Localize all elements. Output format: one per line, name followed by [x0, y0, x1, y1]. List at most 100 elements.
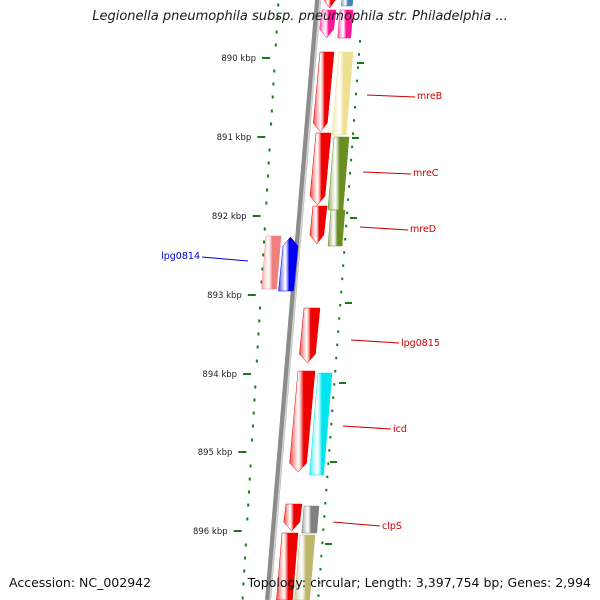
major-tick: [243, 373, 252, 375]
minor-tick: [263, 227, 266, 231]
minor-tick: [328, 449, 331, 452]
minor-tick: [350, 158, 353, 162]
gene-tracks: [261, 0, 354, 600]
gene-leader-line: [342, 425, 392, 430]
gene-block[interactable]: [294, 534, 316, 600]
minor-tick: [317, 594, 320, 597]
minor-tick: [252, 411, 255, 415]
minor-tick: [267, 161, 270, 165]
gene-label-mreb[interactable]: mreB: [417, 91, 442, 102]
minor-tick: [270, 122, 273, 126]
minor-tick: [318, 581, 321, 584]
gene-label-mrec[interactable]: mreC: [413, 168, 439, 179]
gene-block[interactable]: [327, 209, 346, 247]
minor-tick: [346, 211, 349, 215]
major-tick: [257, 136, 266, 138]
minor-tick: [327, 462, 330, 465]
minor-tick: [339, 304, 342, 307]
gene-block-mreD[interactable]: [309, 205, 328, 245]
gene-label-clps[interactable]: clpS: [382, 521, 402, 532]
minor-tick: [337, 330, 340, 333]
minor-tick: [244, 543, 247, 547]
gene-block[interactable]: [341, 0, 354, 7]
gene-block-mreB[interactable]: [313, 51, 335, 133]
gene-block[interactable]: [323, 0, 337, 9]
minor-tick: [333, 383, 336, 386]
minor-tick: [354, 106, 357, 109]
major-tick-label: 894 kbp: [202, 370, 237, 380]
minor-tick: [330, 422, 333, 426]
minor-tick: [335, 356, 338, 360]
minor-tick: [322, 528, 325, 531]
right-tick: [345, 302, 352, 304]
major-tick-label: 893 kbp: [207, 291, 242, 301]
major-tick-label: 896 kbp: [193, 527, 228, 537]
minor-tick: [342, 264, 345, 267]
gene-leader-line: [350, 339, 400, 344]
position-ruler: 890 kbp 891 kbp 892 kbp 893 kbp 894 kbp 895 k…: [193, 3, 364, 600]
minor-tick: [345, 224, 348, 228]
minor-tick: [249, 464, 252, 468]
genome-summary-text: Topology: circular; Length: 3,397,754 bp…: [247, 575, 591, 590]
major-tick-label: 895 kbp: [198, 448, 233, 458]
minor-tick: [323, 515, 326, 518]
minor-tick: [351, 145, 354, 149]
gene-block[interactable]: [276, 532, 299, 600]
minor-tick: [270, 109, 273, 113]
gene-block[interactable]: [309, 372, 333, 476]
minor-tick: [258, 319, 261, 323]
gene-block-lpg0815[interactable]: [299, 307, 321, 364]
gene-block[interactable]: [327, 136, 350, 211]
minor-tick: [324, 502, 327, 505]
minor-tick: [331, 409, 334, 413]
minor-tick: [255, 359, 258, 363]
minor-tick: [332, 396, 335, 399]
gene-label-lpg0814[interactable]: lpg0814: [161, 251, 200, 262]
minor-tick: [320, 554, 323, 558]
minor-tick: [243, 569, 246, 573]
major-tick: [247, 294, 256, 296]
gene-leader-line: [201, 256, 249, 262]
minor-tick: [247, 503, 250, 507]
gene-block[interactable]: [319, 9, 337, 39]
gene-block[interactable]: [337, 9, 354, 39]
minor-tick: [261, 267, 264, 271]
minor-tick: [325, 488, 328, 492]
gene-block[interactable]: [278, 236, 299, 292]
minor-tick: [340, 290, 343, 294]
minor-tick: [319, 568, 322, 571]
minor-tick: [347, 198, 350, 201]
gene-label-mred[interactable]: mreD: [410, 224, 436, 235]
minor-tick: [276, 16, 279, 20]
minor-tick: [358, 53, 361, 56]
major-tick: [233, 530, 242, 532]
genome-backbone: [265, 0, 321, 600]
major-tick-label: 891 kbp: [217, 133, 252, 143]
minor-tick: [348, 185, 351, 188]
gene-block-clpS[interactable]: [283, 503, 303, 532]
gene-label-lpg0815[interactable]: lpg0815: [401, 338, 440, 349]
gene-block-icd[interactable]: [289, 370, 316, 473]
gene-block-lpg0814[interactable]: [261, 235, 282, 290]
gene-block[interactable]: [301, 505, 320, 534]
minor-tick: [246, 517, 249, 521]
minor-tick: [241, 596, 244, 600]
minor-tick: [272, 82, 275, 86]
minor-tick: [256, 345, 259, 349]
minor-tick: [344, 238, 347, 241]
minor-tick: [260, 280, 263, 284]
gene-labels: mreB mreC mreD lpg0814 lpg0815 icd clpS: [161, 91, 442, 532]
minor-tick: [244, 556, 247, 560]
minor-tick: [254, 385, 257, 389]
genome-title: Legionella pneumophila subsp. pneumophil…: [92, 9, 508, 24]
gene-block[interactable]: [331, 51, 354, 136]
gene-block-mreC[interactable]: [309, 132, 332, 206]
minor-tick: [338, 317, 341, 320]
minor-tick: [343, 251, 346, 254]
minor-tick: [359, 40, 361, 43]
gene-leader-line: [366, 94, 416, 98]
minor-tick: [257, 332, 260, 336]
gene-label-icd[interactable]: icd: [393, 424, 407, 435]
